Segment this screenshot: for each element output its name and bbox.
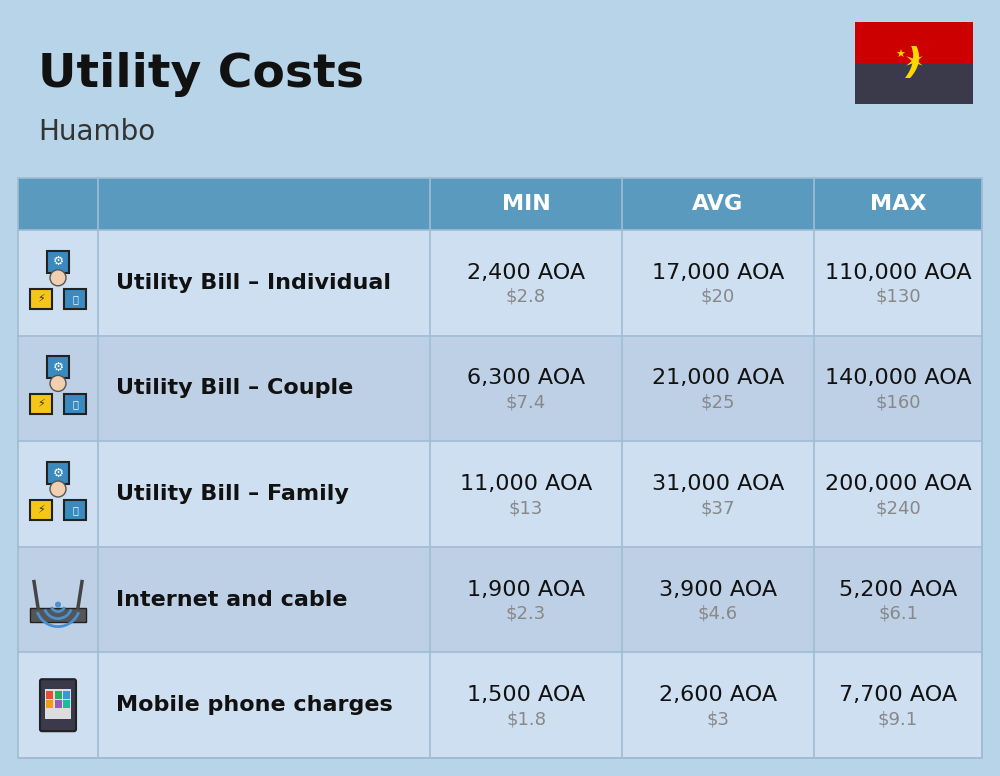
Text: 1,900 AOA: 1,900 AOA	[467, 580, 585, 600]
Text: $25: $25	[701, 393, 735, 411]
Text: 6,300 AOA: 6,300 AOA	[467, 369, 585, 389]
Text: MAX: MAX	[870, 194, 926, 214]
Text: 2,400 AOA: 2,400 AOA	[467, 263, 585, 282]
Bar	[54, 700, 62, 708]
Bar	[18, 547, 982, 653]
Bar	[46, 700, 53, 708]
Text: $37: $37	[701, 499, 735, 517]
FancyBboxPatch shape	[40, 679, 76, 731]
Text: 🚿: 🚿	[72, 294, 78, 303]
Text: 110,000 AOA: 110,000 AOA	[825, 263, 971, 282]
Bar	[18, 230, 982, 335]
Bar	[30, 289, 52, 309]
Text: 🚿: 🚿	[72, 400, 78, 410]
Text: 2,600 AOA: 2,600 AOA	[659, 685, 777, 705]
Bar	[814, 178, 982, 230]
Bar	[63, 700, 70, 708]
Bar	[47, 251, 69, 273]
Text: Utility Bill – Individual: Utility Bill – Individual	[116, 273, 391, 293]
Bar	[64, 394, 86, 414]
Text: Utility Costs: Utility Costs	[38, 52, 364, 97]
Text: $160: $160	[875, 393, 921, 411]
Text: ⚡: ⚡	[37, 400, 45, 410]
Text: 5,200 AOA: 5,200 AOA	[839, 580, 957, 600]
Text: 31,000 AOA: 31,000 AOA	[652, 474, 784, 494]
Circle shape	[55, 601, 61, 608]
Text: 🚿: 🚿	[72, 505, 78, 515]
Bar	[46, 691, 53, 698]
Text: Huambo: Huambo	[38, 118, 155, 146]
Bar	[18, 335, 982, 442]
Circle shape	[50, 376, 66, 391]
Bar	[64, 289, 86, 309]
Text: $13: $13	[509, 499, 543, 517]
Text: 200,000 AOA: 200,000 AOA	[825, 474, 971, 494]
Text: ⚡: ⚡	[37, 505, 45, 515]
Text: ✶: ✶	[904, 51, 924, 75]
Bar	[18, 178, 430, 230]
Circle shape	[50, 270, 66, 286]
Bar	[47, 356, 69, 379]
Text: $130: $130	[875, 288, 921, 306]
Text: MIN: MIN	[502, 194, 550, 214]
Bar	[18, 442, 982, 547]
Text: $4.6: $4.6	[698, 605, 738, 622]
Text: ⚙: ⚙	[52, 466, 64, 480]
Text: $9.1: $9.1	[878, 710, 918, 728]
Bar	[18, 653, 982, 758]
Text: $240: $240	[875, 499, 921, 517]
Bar	[855, 22, 973, 63]
Text: ⚙: ⚙	[52, 255, 64, 268]
Text: 3,900 AOA: 3,900 AOA	[659, 580, 777, 600]
Text: $20: $20	[701, 288, 735, 306]
Text: Mobile phone charges: Mobile phone charges	[116, 695, 393, 715]
Bar	[47, 462, 69, 484]
Bar	[430, 178, 622, 230]
Text: 11,000 AOA: 11,000 AOA	[460, 474, 592, 494]
Text: 17,000 AOA: 17,000 AOA	[652, 263, 784, 282]
Bar	[30, 608, 86, 622]
Text: $1.8: $1.8	[506, 710, 546, 728]
Bar	[63, 691, 70, 698]
Text: 1,500 AOA: 1,500 AOA	[467, 685, 585, 705]
Text: 7,700 AOA: 7,700 AOA	[839, 685, 957, 705]
Text: Utility Bill – Couple: Utility Bill – Couple	[116, 379, 353, 398]
Bar	[64, 500, 86, 520]
Text: $3: $3	[706, 710, 730, 728]
Text: $2.8: $2.8	[506, 288, 546, 306]
Text: ★: ★	[895, 50, 905, 60]
Text: $2.3: $2.3	[506, 605, 546, 622]
Bar	[622, 178, 814, 230]
Text: $6.1: $6.1	[878, 605, 918, 622]
Text: ⚡: ⚡	[37, 294, 45, 303]
Text: $7.4: $7.4	[506, 393, 546, 411]
Text: ⚙: ⚙	[52, 361, 64, 374]
Text: AVG: AVG	[692, 194, 744, 214]
Text: 21,000 AOA: 21,000 AOA	[652, 369, 784, 389]
Bar	[30, 394, 52, 414]
Text: ): )	[906, 46, 922, 80]
Text: 140,000 AOA: 140,000 AOA	[825, 369, 971, 389]
Circle shape	[50, 481, 66, 497]
Text: Internet and cable: Internet and cable	[116, 590, 348, 610]
Bar	[30, 500, 52, 520]
Bar	[54, 691, 62, 698]
Bar	[855, 63, 973, 104]
Bar	[18, 178, 982, 758]
Text: Utility Bill – Family: Utility Bill – Family	[116, 484, 349, 504]
Bar	[45, 689, 71, 719]
